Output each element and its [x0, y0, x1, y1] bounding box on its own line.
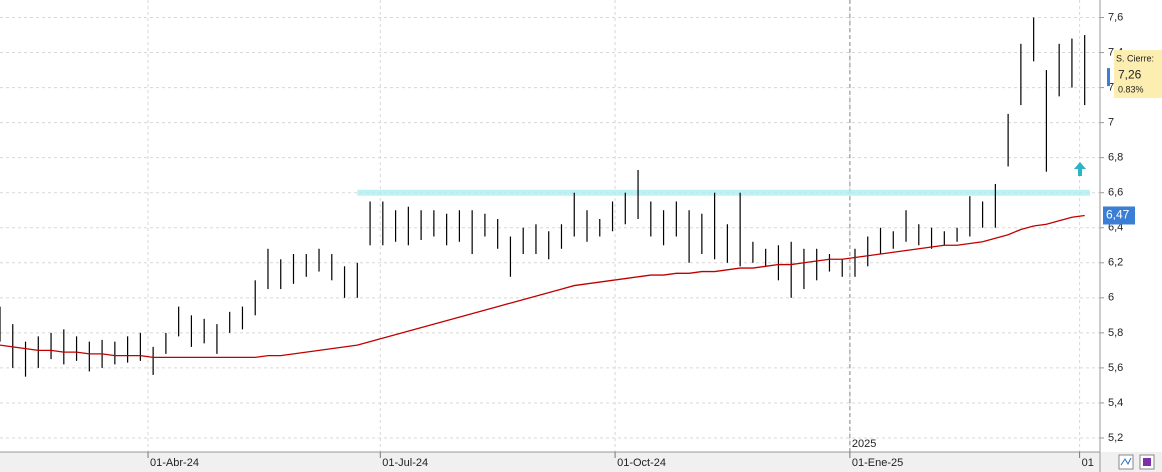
ma-last-box	[1103, 206, 1135, 225]
overlay: 5,25,45,65,866,26,46,66,877,27,47,601-Ab…	[147, 11, 1162, 469]
y-tick-label: 5,4	[1108, 397, 1123, 409]
chart-type-button[interactable]	[1118, 454, 1134, 470]
last-close-label: 7,26	[1118, 67, 1142, 81]
x-tick-label: 01-Jul-24	[382, 457, 428, 469]
last-close-title: S. Cierre:	[1116, 53, 1154, 63]
moving-average	[0, 214, 1085, 359]
toolbar-icons	[1118, 454, 1155, 470]
x-tick-label: 01-Ene-25	[852, 457, 903, 469]
y-tick-label: 5,6	[1108, 362, 1123, 374]
last-close-change: 0.83%	[1118, 84, 1144, 94]
year-label: 2025	[852, 438, 876, 450]
y-tick-label: 6,8	[1108, 152, 1123, 164]
y-tick-label: 6,6	[1108, 187, 1123, 199]
last-close-box	[1114, 50, 1162, 99]
x-tick-label: 01-Abr-24	[150, 457, 199, 469]
y-tick-label: 7	[1108, 117, 1114, 129]
ma-last-label: 6,47	[1106, 208, 1130, 222]
x-axis-bar	[0, 452, 1162, 472]
resistance-band	[357, 189, 1090, 196]
y-tick-label: 6	[1108, 292, 1114, 304]
chart-type-icon	[1120, 457, 1132, 466]
last-close-marker	[1107, 68, 1110, 87]
x-tick-label: 01	[1082, 457, 1094, 469]
y-tick-label: 7,6	[1108, 11, 1123, 23]
y-tick-label: 6,4	[1108, 222, 1123, 234]
y-tick-label: 5,8	[1108, 327, 1123, 339]
x-tick-label: 01-Oct-24	[617, 457, 666, 469]
save-icon	[1143, 458, 1151, 466]
y-tick-label: 5,2	[1108, 432, 1123, 444]
up-arrow-icon	[1074, 162, 1086, 176]
y-tick-label: 6,2	[1108, 257, 1123, 269]
